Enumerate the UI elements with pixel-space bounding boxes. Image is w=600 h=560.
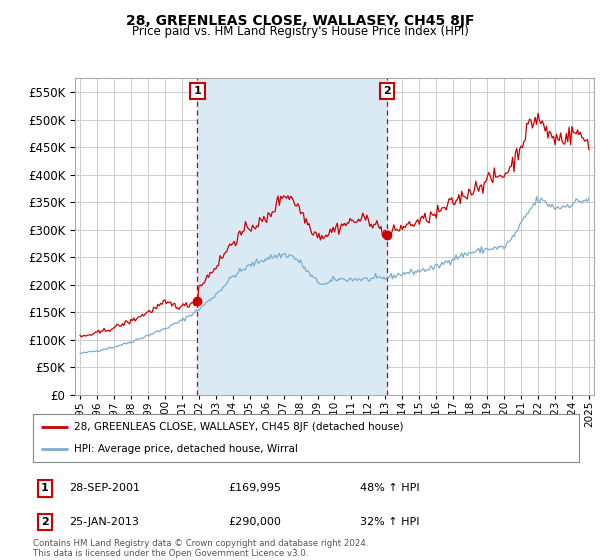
Text: 28, GREENLEAS CLOSE, WALLASEY, CH45 8JF: 28, GREENLEAS CLOSE, WALLASEY, CH45 8JF [126, 14, 474, 28]
Text: 25-JAN-2013: 25-JAN-2013 [69, 517, 139, 527]
Text: £290,000: £290,000 [228, 517, 281, 527]
Text: Contains HM Land Registry data © Crown copyright and database right 2024.
This d: Contains HM Land Registry data © Crown c… [33, 539, 368, 558]
Text: 48% ↑ HPI: 48% ↑ HPI [360, 483, 419, 493]
Text: 1: 1 [41, 483, 49, 493]
Text: 28, GREENLEAS CLOSE, WALLASEY, CH45 8JF (detached house): 28, GREENLEAS CLOSE, WALLASEY, CH45 8JF … [74, 422, 403, 432]
Text: 1: 1 [194, 86, 202, 96]
Text: 32% ↑ HPI: 32% ↑ HPI [360, 517, 419, 527]
Text: HPI: Average price, detached house, Wirral: HPI: Average price, detached house, Wirr… [74, 444, 298, 454]
Text: £169,995: £169,995 [228, 483, 281, 493]
Text: Price paid vs. HM Land Registry's House Price Index (HPI): Price paid vs. HM Land Registry's House … [131, 25, 469, 38]
Text: 28-SEP-2001: 28-SEP-2001 [69, 483, 140, 493]
Text: 2: 2 [41, 517, 49, 527]
Text: 2: 2 [383, 86, 391, 96]
Bar [197, 78, 387, 395]
